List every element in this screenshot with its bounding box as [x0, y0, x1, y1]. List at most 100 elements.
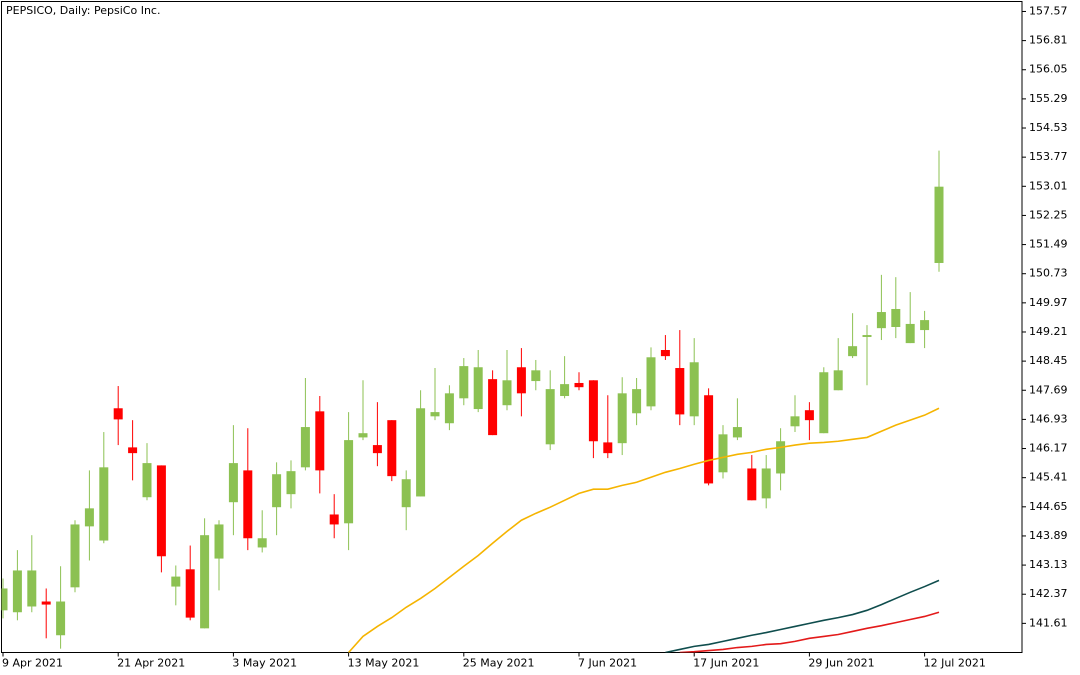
x-tick-label: 9 Apr 2021: [2, 657, 63, 670]
y-tick-label: 146.93: [1029, 412, 1068, 425]
candle-body: [574, 382, 584, 388]
y-tick-label: 153.01: [1029, 179, 1068, 192]
plot-frame: [1, 1, 1023, 653]
candle-body: [286, 471, 296, 495]
y-tick-label: 146.17: [1029, 442, 1068, 455]
candle-body: [516, 367, 526, 394]
candle-body: [545, 389, 555, 445]
candle-body: [790, 416, 800, 427]
candle-body: [200, 535, 210, 629]
candle-body: [689, 362, 699, 417]
candle-body: [718, 434, 728, 473]
candle-body: [876, 312, 886, 329]
moving-average-line: [665, 579, 940, 653]
candle-body: [704, 395, 714, 484]
candle-body: [56, 601, 66, 636]
x-tick-label: 7 Jun 2021: [578, 657, 637, 670]
plot-area: [1, 150, 944, 653]
candle-body: [531, 370, 541, 382]
y-tick-label: 157.57: [1029, 4, 1068, 17]
candle-body: [776, 441, 786, 474]
candle-body: [603, 442, 613, 454]
y-tick-label: 147.69: [1029, 383, 1068, 396]
candle-body: [387, 420, 397, 477]
x-tick-label: 12 Jul 2021: [924, 657, 986, 670]
candle-body: [747, 468, 757, 501]
x-tick-label: 25 May 2021: [463, 657, 535, 670]
y-tick-label: 152.25: [1029, 208, 1068, 221]
x-tick-label: 13 May 2021: [348, 657, 420, 670]
candle-body: [99, 467, 109, 541]
candle-body: [660, 350, 670, 357]
candle-body: [372, 445, 382, 454]
candle-body: [12, 570, 22, 613]
candle-body: [430, 412, 440, 417]
candle-body: [920, 320, 930, 331]
candle-body: [560, 384, 570, 397]
candle-body: [502, 380, 512, 406]
candle-body: [113, 408, 123, 420]
candle-body: [1, 588, 8, 611]
candle-body: [804, 410, 814, 421]
candle-body: [171, 576, 181, 587]
candle-body: [905, 323, 915, 344]
y-tick-label: 150.73: [1029, 267, 1068, 280]
candle-body: [833, 370, 843, 391]
candle-body: [416, 408, 426, 497]
x-tick-label: 17 Jun 2021: [693, 657, 759, 670]
candle-body: [27, 570, 37, 607]
y-tick-label: 143.89: [1029, 529, 1068, 542]
y-tick-label: 145.41: [1029, 471, 1068, 484]
candle-body: [257, 538, 267, 548]
candle-body: [329, 514, 339, 525]
y-tick-label: 154.53: [1029, 121, 1068, 134]
y-tick-label: 142.37: [1029, 587, 1068, 600]
x-tick-label: 3 May 2021: [232, 657, 297, 670]
candle-body: [358, 433, 368, 438]
candle-body: [632, 389, 642, 414]
y-tick-label: 148.45: [1029, 354, 1068, 367]
candle-body: [142, 463, 152, 498]
candle-body: [300, 427, 310, 468]
candle-body: [228, 463, 238, 503]
candle-body: [473, 367, 483, 410]
candle-body: [156, 465, 166, 557]
x-tick-label: 29 Jun 2021: [808, 657, 874, 670]
moving-average-line: [348, 407, 940, 653]
y-tick-label: 143.13: [1029, 558, 1068, 571]
y-tick-label: 149.21: [1029, 325, 1068, 338]
candle-body: [819, 372, 829, 434]
y-tick-label: 149.97: [1029, 296, 1068, 309]
candle-body: [243, 470, 253, 539]
candle-body: [761, 468, 771, 499]
candle-body: [934, 186, 944, 263]
candle-body: [41, 601, 51, 605]
candle-body: [675, 368, 685, 415]
candle-body: [344, 440, 354, 524]
candle-body: [84, 508, 94, 527]
y-tick-label: 155.29: [1029, 92, 1068, 105]
candle-body: [315, 411, 325, 471]
axes: 157.57 156.81 156.05 155.29 154.53 153.77 153.…: [2, 4, 1068, 669]
candle-body: [588, 380, 598, 442]
candle-body: [617, 393, 627, 444]
y-tick-label: 144.65: [1029, 500, 1068, 513]
y-tick-label: 153.77: [1029, 150, 1068, 163]
candle-body: [646, 357, 656, 407]
candle-body: [128, 447, 138, 454]
candle-body: [488, 379, 498, 436]
candle-body: [185, 569, 195, 618]
y-tick-label: 151.49: [1029, 238, 1068, 251]
y-tick-label: 141.61: [1029, 616, 1068, 629]
x-tick-label: 21 Apr 2021: [117, 657, 185, 670]
candle-body: [459, 366, 469, 399]
y-tick-label: 156.81: [1029, 34, 1068, 47]
moving-average-line: [679, 611, 940, 653]
candle-body: [732, 427, 742, 438]
chart-title: PEPSICO, Daily: PepsiCo Inc.: [6, 4, 160, 17]
candle-body: [444, 393, 454, 424]
y-tick-label: 156.05: [1029, 63, 1068, 76]
candle-body: [70, 524, 80, 588]
